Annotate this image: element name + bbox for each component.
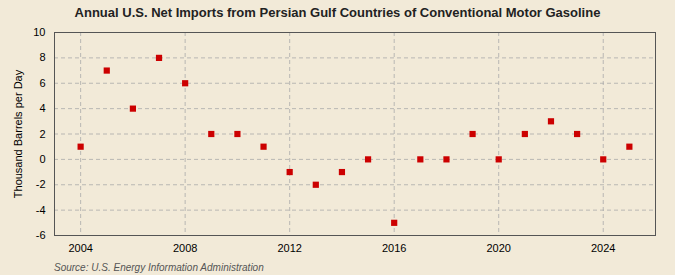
svg-text:-6: -6 — [36, 229, 46, 241]
svg-text:2004: 2004 — [68, 242, 92, 254]
svg-text:2016: 2016 — [382, 242, 406, 254]
svg-text:-2: -2 — [36, 178, 46, 190]
svg-text:4: 4 — [39, 102, 45, 114]
svg-text:2020: 2020 — [486, 242, 510, 254]
svg-text:8: 8 — [39, 51, 45, 63]
svg-text:-4: -4 — [36, 204, 46, 216]
svg-text:2008: 2008 — [173, 242, 197, 254]
html-text:Annual U.S. Net Imports from P: Annual U.S. Net Imports from Persian Gul… — [74, 5, 601, 20]
svg-text:10: 10 — [33, 26, 45, 38]
svg-text:6: 6 — [39, 77, 45, 89]
html-text:Source: U.S. Energy Informatio: Source: U.S. Energy Information Administ… — [54, 262, 264, 273]
svg-text:Thousand Barrels per Day: Thousand Barrels per Day — [12, 69, 24, 198]
svg-text:0: 0 — [39, 153, 45, 165]
svg-text:2: 2 — [39, 128, 45, 140]
svg-text:2012: 2012 — [277, 242, 301, 254]
svg-text:2024: 2024 — [591, 242, 615, 254]
